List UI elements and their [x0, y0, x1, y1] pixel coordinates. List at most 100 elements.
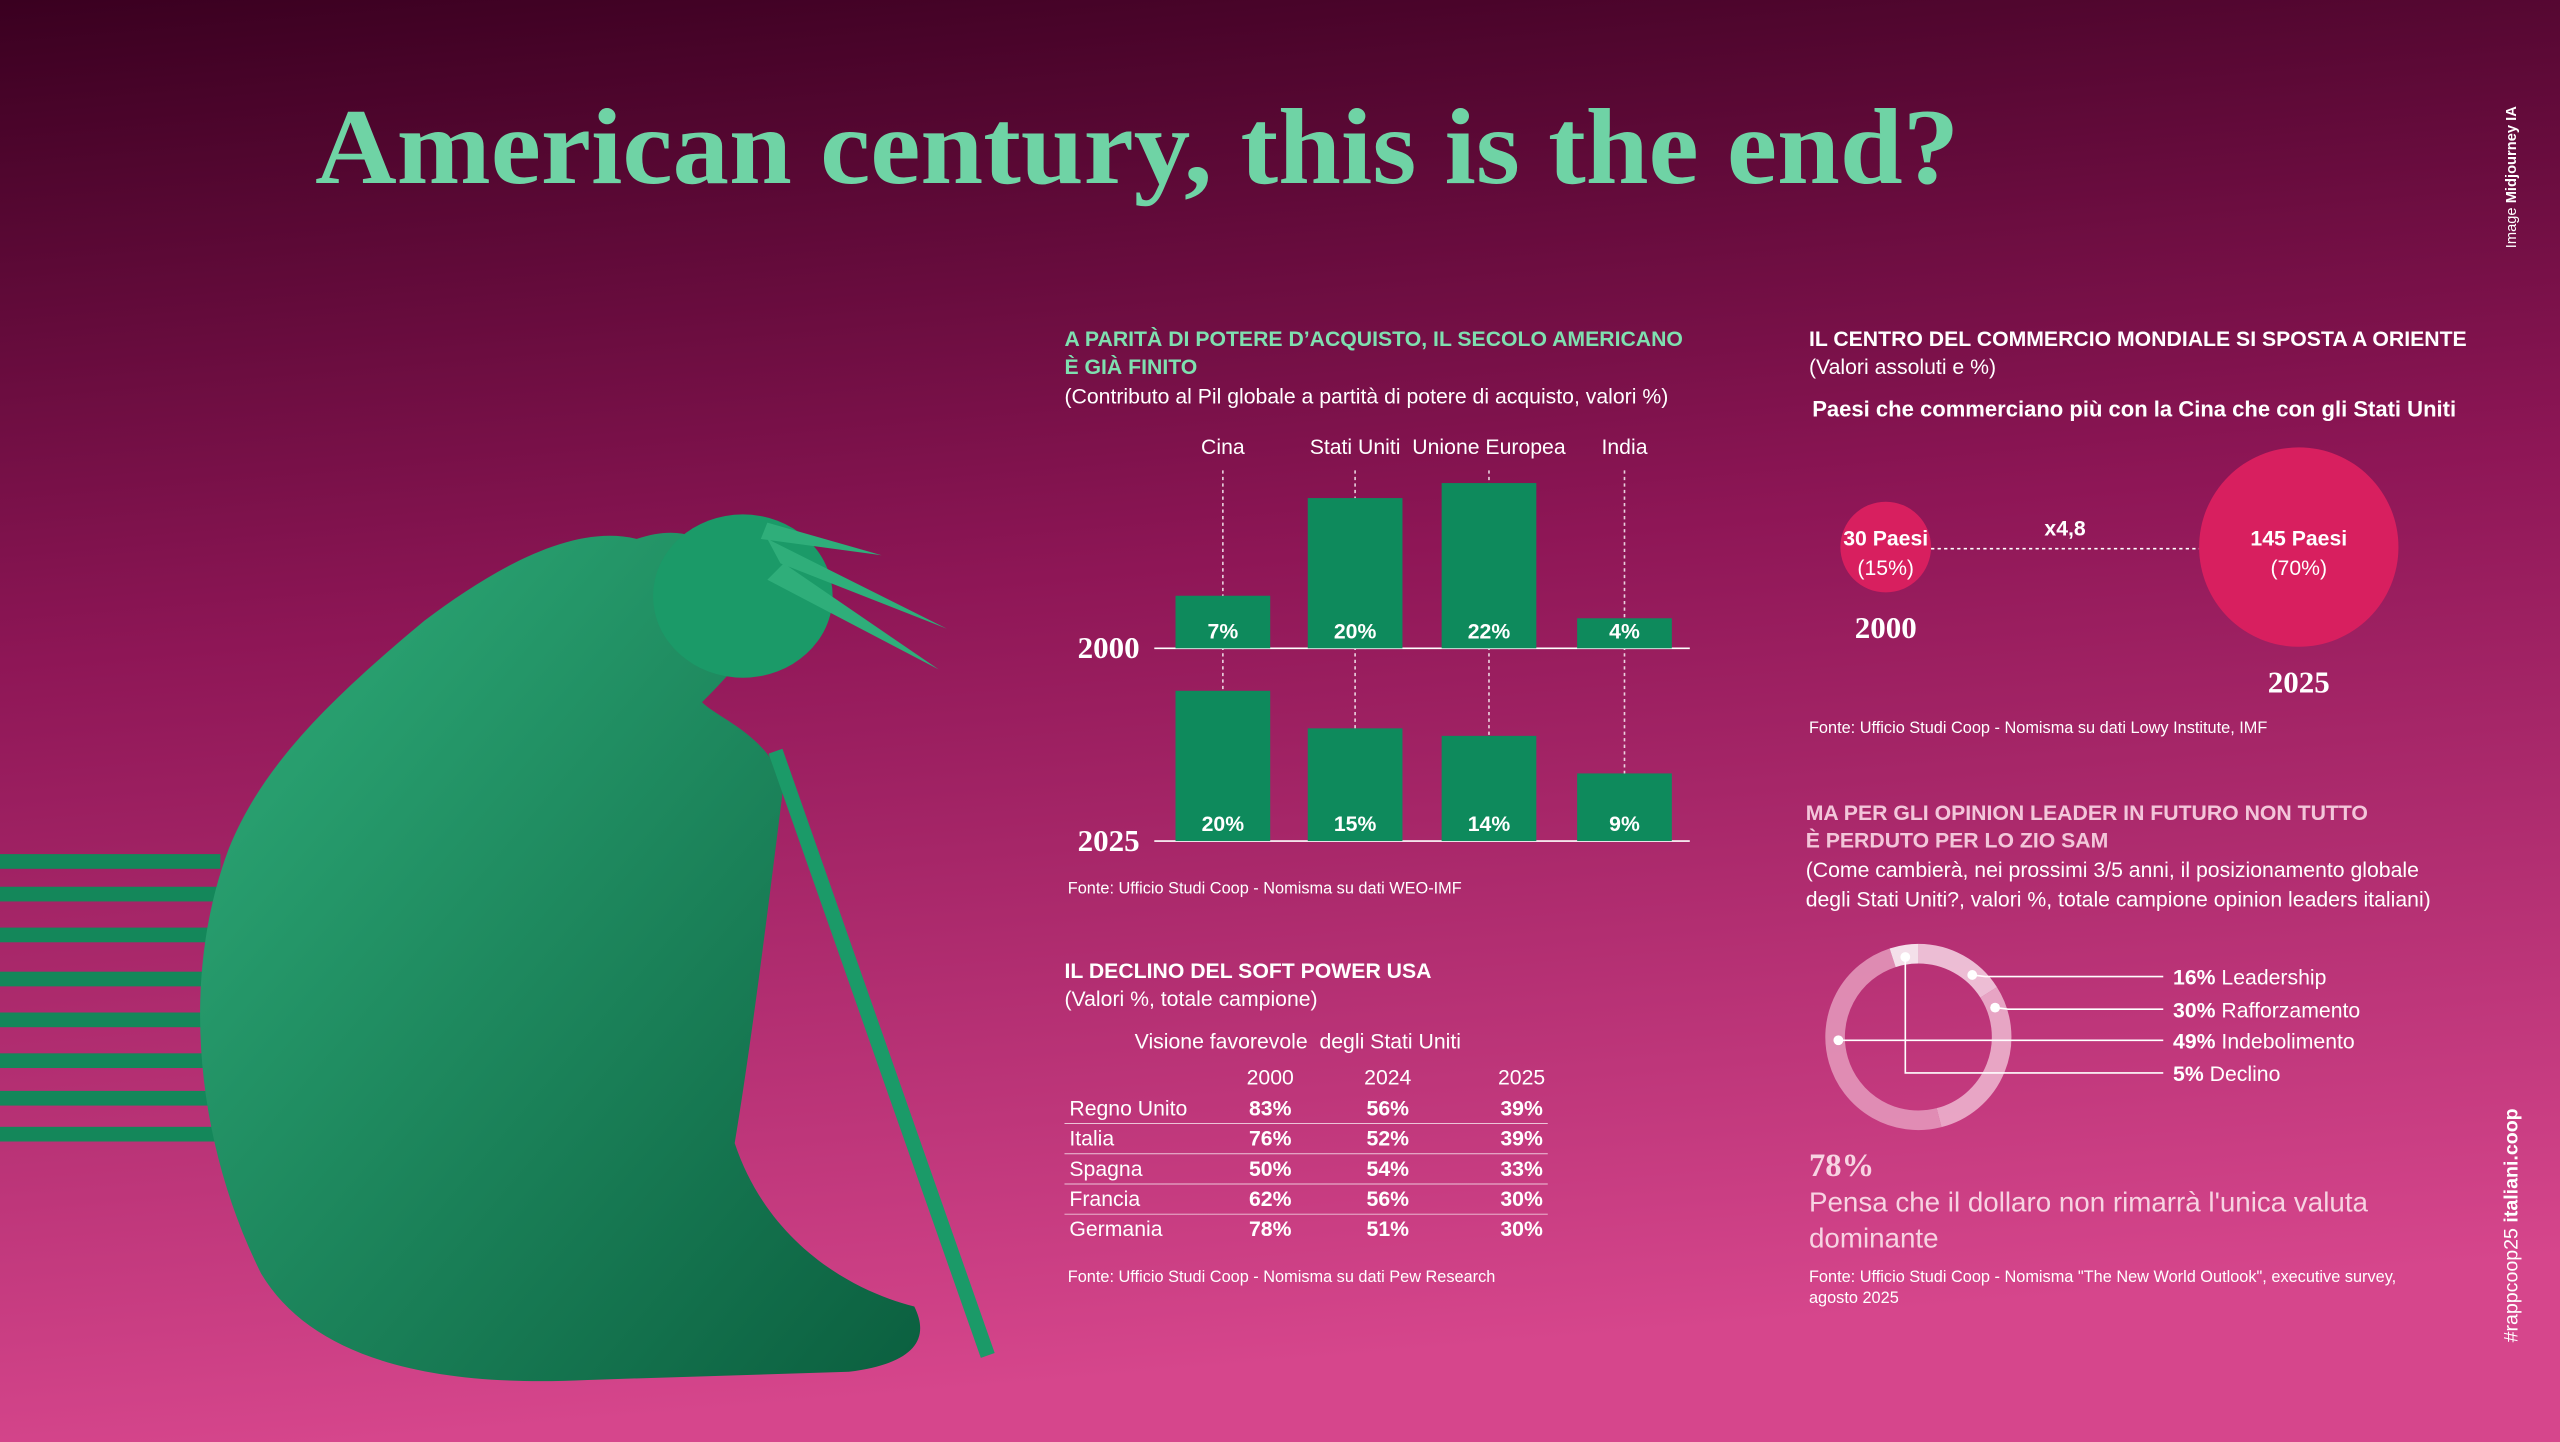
legend-label: Rafforzamento — [2221, 999, 2360, 1022]
bar — [1175, 595, 1271, 649]
year-label: 2025 — [2268, 665, 2330, 700]
table-cell: 56% — [1367, 1097, 1410, 1120]
highlight-value: 78% — [1809, 1148, 1874, 1184]
table-subtitle: (Valori %, totale campione) — [1064, 988, 1317, 1011]
bubble — [1840, 501, 1932, 593]
table-cell: 39% — [1500, 1128, 1543, 1151]
table-caption: Visione favorevole degli Stati Uniti — [1135, 1030, 1461, 1053]
legend-label: Indebolimento — [2221, 1030, 2354, 1053]
footer-tag: #rappcoop25 italiani.coop — [2501, 1108, 2523, 1342]
row-label: Regno Unito — [1069, 1097, 1187, 1120]
table-cell: 56% — [1367, 1188, 1410, 1211]
bar — [1307, 498, 1403, 649]
leader-dot — [1833, 1035, 1844, 1046]
page-title: American century, this is the end? — [315, 88, 1959, 207]
legend-value: 5% — [2173, 1063, 2204, 1086]
category-label: India — [1601, 436, 1647, 459]
legend-label: Declino — [2210, 1063, 2281, 1086]
legend-value: 49% — [2173, 1030, 2216, 1053]
row-label: Spagna — [1069, 1158, 1142, 1181]
chart-subtitle: (Valori assoluti e %) — [1809, 356, 1996, 379]
chart-note: Paesi che commerciano più con la Cina ch… — [1812, 396, 2456, 421]
source: Fonte: Ufficio Studi Coop - Nomisma su d… — [1068, 879, 1462, 897]
legend-entry: 49% Indebolimento — [2173, 1030, 2355, 1053]
value-label: 22% — [1468, 621, 1511, 644]
chart-title: È PERDUTO PER LO ZIO SAM — [1806, 828, 2109, 853]
highlight-text: Pensa che il dollaro non rimarrà l'unica… — [1809, 1187, 2369, 1218]
leader-dot — [1967, 970, 1978, 980]
chart-subtitle: (Contributo al Pil globale a partità di … — [1064, 385, 1668, 408]
leader-dot — [1990, 1002, 2000, 1013]
leader-line — [1904, 956, 2164, 1074]
value-label: 9% — [1609, 813, 1640, 836]
source: Fonte: Ufficio Studi Coop - Nomisma "The… — [1809, 1268, 2396, 1286]
credit-name: Midjourney IA — [2504, 106, 2520, 204]
ratio-label: x4,8 — [2044, 518, 2085, 541]
row-label: Germania — [1069, 1218, 1162, 1241]
statue-illustration — [0, 514, 995, 1382]
table-cell: 50% — [1249, 1158, 1292, 1181]
source: Fonte: Ufficio Studi Coop - Nomisma su d… — [1068, 1268, 1496, 1286]
column-header: 2000 — [1247, 1066, 1294, 1089]
category-label: Unione Europea — [1412, 436, 1566, 459]
legend-entry: 5% Declino — [2173, 1063, 2280, 1086]
bubble — [2199, 447, 2399, 647]
table-cell: 54% — [1367, 1158, 1410, 1181]
bar — [1307, 728, 1403, 842]
row-label: Francia — [1069, 1188, 1140, 1211]
table-cell: 30% — [1500, 1218, 1543, 1241]
image-credit: Image Midjourney IA — [2504, 106, 2520, 248]
chart-subtitle: degli Stati Uniti?, valori %, totale cam… — [1806, 888, 2431, 911]
chart-title: IL CENTRO DEL COMMERCIO MONDIALE SI SPOS… — [1809, 328, 2467, 351]
credit-prefix: Image — [2504, 207, 2520, 248]
value-label: 7% — [1208, 621, 1239, 644]
chart-subtitle: (Come cambierà, nei prossimi 3/5 anni, i… — [1806, 859, 2419, 882]
series-label: 2000 — [1078, 630, 1140, 665]
table-cell: 78% — [1249, 1218, 1292, 1241]
donut-segment — [1918, 943, 1997, 998]
legend-value: 16% — [2173, 967, 2216, 990]
site: italiani.coop — [2501, 1108, 2523, 1222]
value-label: 30 Paesi — [1843, 527, 1928, 550]
chart-title: MA PER GLI OPINION LEADER IN FUTURO NON … — [1806, 802, 2368, 825]
table-cell: 62% — [1249, 1188, 1292, 1211]
donut-segment — [1825, 948, 1942, 1131]
share-label: (15%) — [1857, 557, 1914, 580]
source: Fonte: Ufficio Studi Coop - Nomisma su d… — [1809, 719, 2267, 737]
hashtag: #rappcoop25 — [2501, 1228, 2523, 1342]
legend-label: Leadership — [2221, 967, 2326, 990]
value-label: 14% — [1468, 813, 1511, 836]
table-cell: 30% — [1500, 1188, 1543, 1211]
column-header: 2025 — [1498, 1066, 1545, 1089]
value-label: 20% — [1334, 621, 1377, 644]
value-label: 15% — [1334, 813, 1377, 836]
value-label: 4% — [1609, 621, 1640, 644]
share-label: (70%) — [2270, 557, 2327, 580]
bar — [1441, 483, 1537, 649]
source: agosto 2025 — [1809, 1289, 1899, 1307]
year-label: 2000 — [1855, 610, 1917, 645]
chart-title: A PARITÀ DI POTERE D’ACQUISTO, IL SECOLO… — [1064, 326, 1682, 351]
category-label: Stati Uniti — [1310, 436, 1401, 459]
row-label: Italia — [1069, 1128, 1114, 1151]
legend-value: 30% — [2173, 999, 2216, 1022]
table-cell: 83% — [1249, 1097, 1292, 1120]
table-cell: 33% — [1500, 1158, 1543, 1181]
leader-dot — [1900, 952, 1911, 962]
table-title: IL DECLINO DEL SOFT POWER USA — [1064, 960, 1431, 983]
chart-title: È GIÀ FINITO — [1064, 354, 1197, 379]
legend-entry: 30% Rafforzamento — [2173, 999, 2360, 1022]
table-cell: 39% — [1500, 1097, 1543, 1120]
series-label: 2025 — [1078, 823, 1140, 858]
bar — [1577, 618, 1672, 649]
table-cell: 51% — [1367, 1218, 1410, 1241]
highlight-text: dominante — [1809, 1223, 1939, 1254]
table-cell: 52% — [1367, 1128, 1410, 1151]
column-header: 2024 — [1364, 1066, 1411, 1089]
value-label: 145 Paesi — [2250, 527, 2347, 550]
bar — [1441, 735, 1537, 842]
table-cell: 76% — [1249, 1128, 1292, 1151]
